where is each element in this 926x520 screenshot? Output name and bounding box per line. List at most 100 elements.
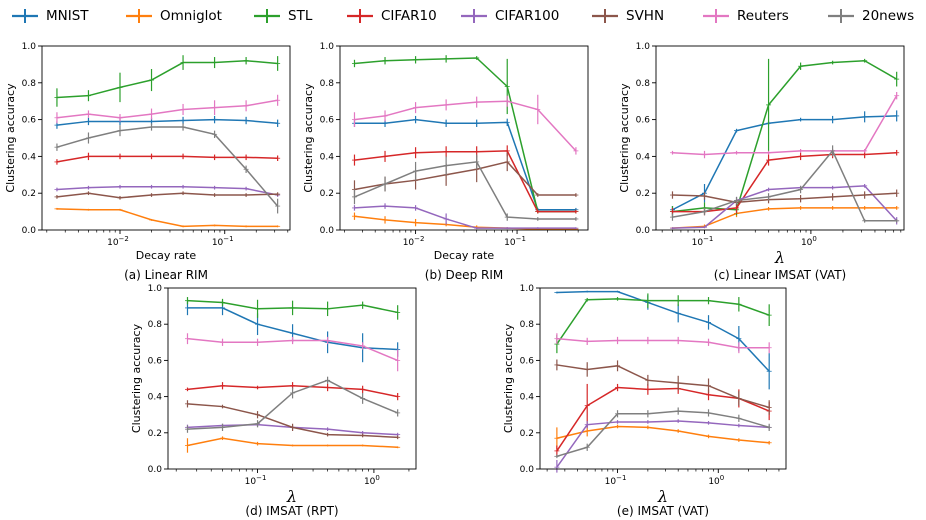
series-line-svhn xyxy=(354,161,576,196)
legend-swatch-cifar100 xyxy=(461,9,487,23)
series-line-reuters xyxy=(56,99,278,119)
panel-caption: (b) Deep RIM xyxy=(425,268,503,282)
y-axis-label: Clustering accuracy xyxy=(130,323,143,433)
x-tick-exponent: −2 xyxy=(414,235,424,243)
y-axis-label: Clustering accuracy xyxy=(618,83,631,193)
y-tick-label: 0.4 xyxy=(148,393,163,403)
legend-item-mnist: MNIST xyxy=(10,0,89,32)
series-svhn xyxy=(184,400,401,440)
legend-label-20news: 20news xyxy=(862,8,915,24)
x-tick-exponent: −1 xyxy=(616,474,626,482)
y-tick-label: 0.6 xyxy=(148,356,163,366)
y-tick-label: 0.0 xyxy=(22,226,37,236)
series-line-cifar10 xyxy=(354,150,576,213)
y-tick-label: 0.6 xyxy=(22,116,37,126)
series-line-omniglot xyxy=(56,208,278,228)
legend-swatch-mnist xyxy=(12,9,38,23)
series-cifar100 xyxy=(54,184,281,197)
legend-swatch-cifar10 xyxy=(347,9,373,23)
legend-swatch-omniglot xyxy=(126,9,152,23)
legend-label-cifar10: CIFAR10 xyxy=(381,8,437,24)
panel-caption: (d) IMSAT (RPT) xyxy=(245,504,338,518)
y-tick-label: 1.0 xyxy=(22,42,37,52)
x-tick-label: 100 xyxy=(708,474,724,487)
panel-caption: (a) Linear RIM xyxy=(124,268,208,282)
y-tick-label: 0.2 xyxy=(636,189,650,199)
legend-item-20news: 20news xyxy=(826,0,914,32)
series-20news xyxy=(184,376,401,433)
legend-swatch-reuters xyxy=(703,9,729,23)
y-tick-label: 0.4 xyxy=(520,393,535,403)
series-line-stl xyxy=(56,59,278,99)
series-line-cifar10 xyxy=(56,155,278,163)
y-tick-label: 1.0 xyxy=(636,42,651,52)
series-line-omniglot xyxy=(556,425,770,444)
x-axis-label: Decay rate xyxy=(136,249,197,262)
y-tick-label: 0.8 xyxy=(636,79,651,89)
y-tick-label: 0.8 xyxy=(520,320,535,330)
y-tick-label: 0.4 xyxy=(22,152,37,162)
series-line-20news xyxy=(56,126,279,207)
x-tick-label: 10−2 xyxy=(107,235,129,248)
series-cifar10 xyxy=(184,382,401,401)
legend-item-svhn: SVHN xyxy=(590,0,664,32)
series-mnist xyxy=(54,115,281,129)
x-tick-exponent: −1 xyxy=(223,235,233,243)
series-reuters xyxy=(669,92,900,159)
x-tick-label: 10−1 xyxy=(212,235,234,248)
series-line-20news xyxy=(354,161,576,220)
y-tick-label: 0.6 xyxy=(320,116,335,126)
x-axis-label: Decay rate xyxy=(434,249,495,262)
x-tick-label: 10−1 xyxy=(504,235,526,248)
x-tick-exponent: 0 xyxy=(720,474,724,482)
series-line-cifar100 xyxy=(56,186,278,196)
y-tick-label: 1.0 xyxy=(148,284,163,294)
legend-item-stl: STL xyxy=(252,0,312,32)
legend-item-cifar100: CIFAR100 xyxy=(459,0,559,32)
series-svhn xyxy=(351,152,579,199)
x-tick-exponent: −1 xyxy=(703,235,713,243)
series-line-cifar100 xyxy=(556,420,770,468)
series-line-cifar100 xyxy=(672,185,898,229)
y-tick-label: 0.0 xyxy=(320,226,335,236)
x-tick-label: 10−1 xyxy=(692,235,714,248)
series-line-reuters xyxy=(556,337,770,349)
y-tick-label: 0.8 xyxy=(148,320,163,330)
x-tick-exponent: 0 xyxy=(375,474,379,482)
x-tick-label: 100 xyxy=(801,235,817,248)
y-tick-label: 0.0 xyxy=(636,226,651,236)
y-tick-label: 1.0 xyxy=(520,284,535,294)
series-omniglot xyxy=(184,436,401,453)
series-line-mnist xyxy=(672,115,897,211)
x-axis-label: λ xyxy=(774,248,785,267)
series-reuters xyxy=(54,94,281,124)
series-line-20news xyxy=(672,149,897,222)
y-tick-label: 0.8 xyxy=(22,79,37,89)
series-line-mnist xyxy=(556,290,770,372)
series-svhn xyxy=(554,359,772,415)
series-line-svhn xyxy=(672,192,897,204)
series-20news xyxy=(351,154,579,221)
series-line-stl xyxy=(672,59,898,213)
series-cifar100 xyxy=(351,203,579,230)
legend-label-cifar100: CIFAR100 xyxy=(495,8,560,24)
legend-label-svhn: SVHN xyxy=(626,8,665,24)
series-cifar10 xyxy=(54,152,281,165)
y-tick-label: 0.2 xyxy=(22,189,36,199)
series-stl xyxy=(351,55,579,214)
y-tick-label: 1.0 xyxy=(320,42,335,52)
series-reuters xyxy=(554,333,772,354)
legend-swatch-stl xyxy=(254,9,280,23)
x-axis-label: λ xyxy=(286,487,297,506)
legend-label-omniglot: Omniglot xyxy=(160,8,222,24)
y-axis-label: Clustering accuracy xyxy=(4,83,17,193)
x-axis-label: λ xyxy=(657,487,668,506)
series-line-mnist xyxy=(354,118,576,211)
series-line-reuters xyxy=(672,95,898,156)
y-tick-label: 0.6 xyxy=(636,116,651,126)
y-axis-label: Clustering accuracy xyxy=(302,83,315,193)
series-stl xyxy=(184,297,401,320)
plot-frame xyxy=(539,287,787,470)
series-line-cifar10 xyxy=(672,151,897,213)
y-tick-label: 0.6 xyxy=(520,356,535,366)
